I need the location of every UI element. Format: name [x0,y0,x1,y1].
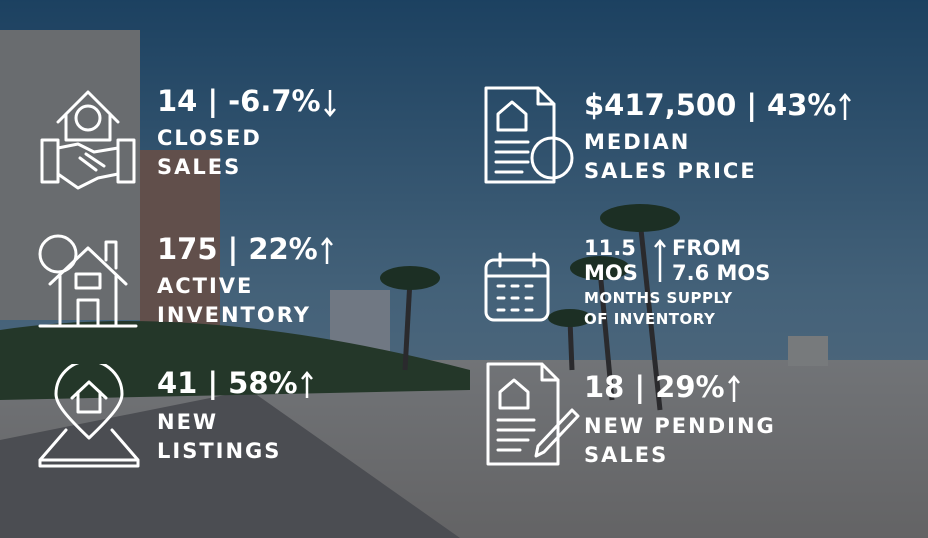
stat-headline: 175 | 22% [157,232,333,266]
document-price-icon [484,86,574,184]
up-arrow [300,371,313,398]
change-text: FROM [672,236,742,260]
stat-new-pending: 18 | 29% NEW PENDING SALES [584,370,776,470]
stat-label: SALES [584,443,669,467]
house-price-icon [38,234,138,328]
handshake-house-icon [40,90,136,190]
headline-text: 41 | 58% [157,366,298,400]
up-arrow [320,237,333,264]
stat-new-listings: 41 | 58% NEW LISTINGS [157,366,313,466]
stat-active-inventory: 175 | 22% ACTIVE INVENTORY [157,232,333,330]
stat-headline: 41 | 58% [157,366,313,400]
supply-change: FROM 7.6 MOS [672,236,770,286]
document-pen-icon [486,362,580,466]
stat-label: NEW PENDING [584,414,776,438]
supply-value: 11.5 [584,236,636,260]
stat-months-supply: 11.5 MOS MONTHS SUPPLY OF INVENTORY [584,236,733,330]
map-pin-house-icon [38,364,140,468]
up-arrow [727,375,740,402]
change-text: 7.6 MOS [672,261,771,285]
stat-headline: 14 | -6.7% [157,84,336,118]
headline-text: $417,500 | 43% [584,88,837,122]
stat-label: CLOSED [157,126,262,150]
stat-label: OF INVENTORY [584,310,716,328]
stat-label: ACTIVE [157,274,254,298]
stat-closed-sales: 14 | -6.7% CLOSED SALES [157,84,336,182]
stat-label: INVENTORY [157,303,311,327]
supply-unit: MOS [584,261,638,285]
stat-label: MEDIAN [584,130,691,154]
headline-text: 175 | 22% [157,232,318,266]
headline-text: 14 | -6.7% [157,84,321,118]
down-arrow [323,90,336,117]
up-arrow [654,239,666,282]
stat-label: LISTINGS [157,439,282,463]
stat-headline: 18 | 29% [584,370,776,404]
stat-label: MONTHS SUPPLY [584,289,733,307]
stat-label: NEW [157,410,219,434]
stat-label: SALES PRICE [584,159,757,183]
headline-text: 18 | 29% [584,370,725,404]
calendar-icon [484,252,550,322]
up-arrow [839,93,852,120]
stat-label: SALES [157,155,242,179]
stat-median-price: $417,500 | 43% MEDIAN SALES PRICE [584,88,852,186]
stat-headline: $417,500 | 43% [584,88,852,122]
